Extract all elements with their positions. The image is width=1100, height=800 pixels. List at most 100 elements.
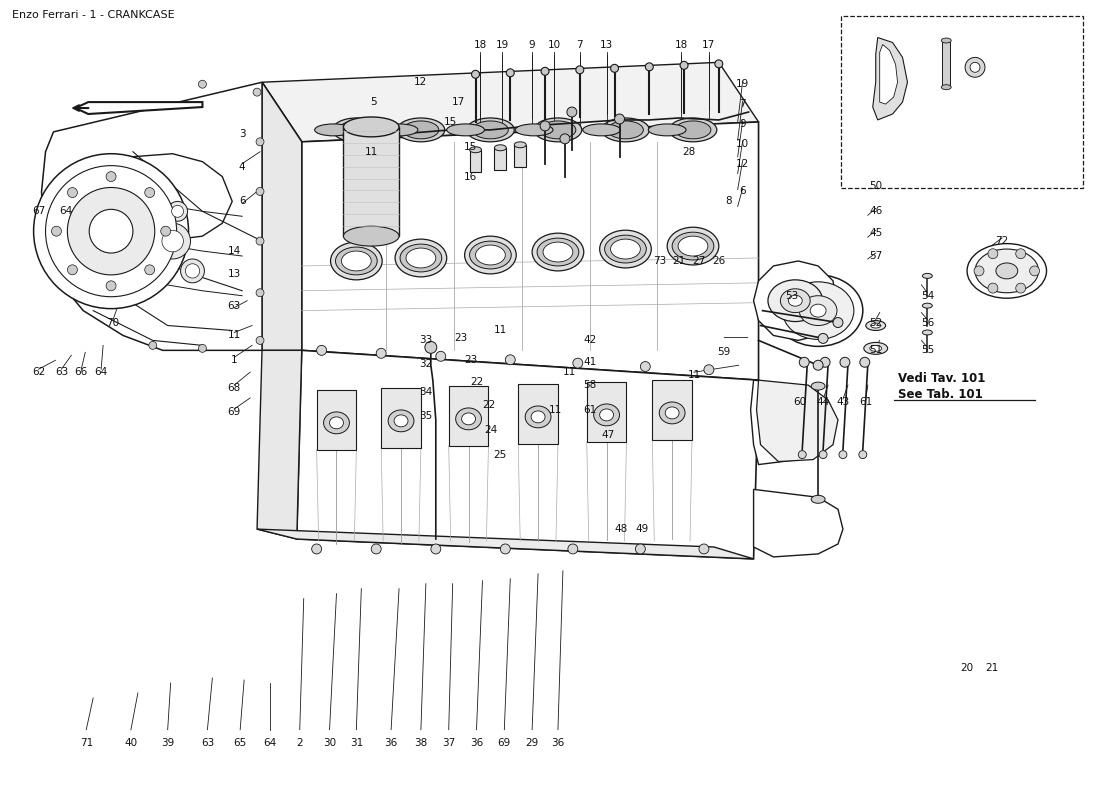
Text: 71: 71 <box>79 738 92 748</box>
Ellipse shape <box>789 295 802 306</box>
Ellipse shape <box>871 323 881 328</box>
Text: 25: 25 <box>494 450 507 460</box>
Circle shape <box>172 206 184 218</box>
Circle shape <box>505 355 515 365</box>
Circle shape <box>106 281 116 290</box>
Ellipse shape <box>330 417 343 429</box>
Text: 17: 17 <box>702 41 715 50</box>
Text: 10: 10 <box>548 41 561 50</box>
Polygon shape <box>880 45 898 104</box>
Text: 57: 57 <box>869 251 882 261</box>
Ellipse shape <box>455 408 482 430</box>
Text: 58: 58 <box>583 380 596 390</box>
Circle shape <box>698 544 708 554</box>
Text: 22: 22 <box>482 400 495 410</box>
Circle shape <box>818 334 828 343</box>
Text: 7: 7 <box>739 99 746 109</box>
Ellipse shape <box>381 124 418 136</box>
Circle shape <box>89 210 133 253</box>
Text: See Tab. 101: See Tab. 101 <box>898 387 982 401</box>
Circle shape <box>256 187 264 195</box>
Circle shape <box>185 264 200 278</box>
Ellipse shape <box>811 304 826 317</box>
Ellipse shape <box>394 415 408 427</box>
Text: 13: 13 <box>228 269 241 279</box>
Text: 27: 27 <box>692 256 705 266</box>
Circle shape <box>34 154 188 309</box>
Circle shape <box>317 346 327 355</box>
Circle shape <box>840 358 850 367</box>
Bar <box>943 42 950 87</box>
Circle shape <box>715 60 723 68</box>
Text: 24: 24 <box>484 425 497 434</box>
Polygon shape <box>872 38 908 120</box>
Circle shape <box>472 70 480 78</box>
Ellipse shape <box>532 233 584 271</box>
Text: 3: 3 <box>239 129 245 139</box>
Text: 14: 14 <box>228 246 241 256</box>
Polygon shape <box>754 490 843 557</box>
Text: 11: 11 <box>563 367 576 377</box>
Ellipse shape <box>678 236 708 256</box>
Text: 69: 69 <box>497 738 510 748</box>
Text: 6: 6 <box>239 196 245 206</box>
Ellipse shape <box>537 238 579 266</box>
Text: 18: 18 <box>674 41 688 50</box>
Circle shape <box>198 344 207 352</box>
Circle shape <box>256 237 264 245</box>
Bar <box>72 198 101 206</box>
Circle shape <box>256 337 264 344</box>
Circle shape <box>256 138 264 146</box>
Ellipse shape <box>535 118 582 142</box>
Text: 11: 11 <box>364 146 378 157</box>
Text: 59: 59 <box>717 347 730 358</box>
Bar <box>470 150 482 171</box>
Ellipse shape <box>668 227 718 265</box>
Polygon shape <box>262 82 301 350</box>
Circle shape <box>833 318 843 327</box>
Polygon shape <box>301 122 759 380</box>
Text: 66: 66 <box>75 367 88 377</box>
Text: 64: 64 <box>263 738 276 748</box>
Ellipse shape <box>397 118 444 142</box>
Text: 1: 1 <box>231 355 238 366</box>
Circle shape <box>1015 249 1025 258</box>
Bar <box>382 388 421 448</box>
Ellipse shape <box>540 121 575 139</box>
Circle shape <box>860 358 870 367</box>
Bar <box>494 148 506 170</box>
Ellipse shape <box>400 244 442 272</box>
Ellipse shape <box>336 247 377 275</box>
Polygon shape <box>257 529 754 559</box>
Text: 46: 46 <box>869 206 882 216</box>
Circle shape <box>253 88 261 96</box>
Ellipse shape <box>466 118 515 142</box>
Text: 64: 64 <box>58 206 72 216</box>
Ellipse shape <box>494 145 506 150</box>
Text: 15: 15 <box>444 117 458 127</box>
Ellipse shape <box>768 280 823 322</box>
Bar <box>518 384 558 444</box>
Ellipse shape <box>672 232 714 260</box>
Circle shape <box>568 544 578 554</box>
Ellipse shape <box>811 495 825 503</box>
Text: 56: 56 <box>921 318 934 327</box>
Ellipse shape <box>343 226 399 246</box>
Circle shape <box>988 249 998 258</box>
Circle shape <box>704 365 714 374</box>
Circle shape <box>799 450 806 458</box>
Circle shape <box>148 342 157 350</box>
Bar <box>343 127 399 236</box>
Circle shape <box>636 544 646 554</box>
Ellipse shape <box>602 118 649 142</box>
Text: 8: 8 <box>725 196 733 206</box>
Text: 61: 61 <box>859 397 872 407</box>
Text: eurospares: eurospares <box>189 282 434 320</box>
Text: 49: 49 <box>636 524 649 534</box>
Circle shape <box>560 134 570 144</box>
Circle shape <box>575 66 584 74</box>
Bar <box>515 145 526 166</box>
Text: 51: 51 <box>869 346 882 355</box>
Polygon shape <box>257 350 301 539</box>
Text: 50: 50 <box>869 182 882 191</box>
